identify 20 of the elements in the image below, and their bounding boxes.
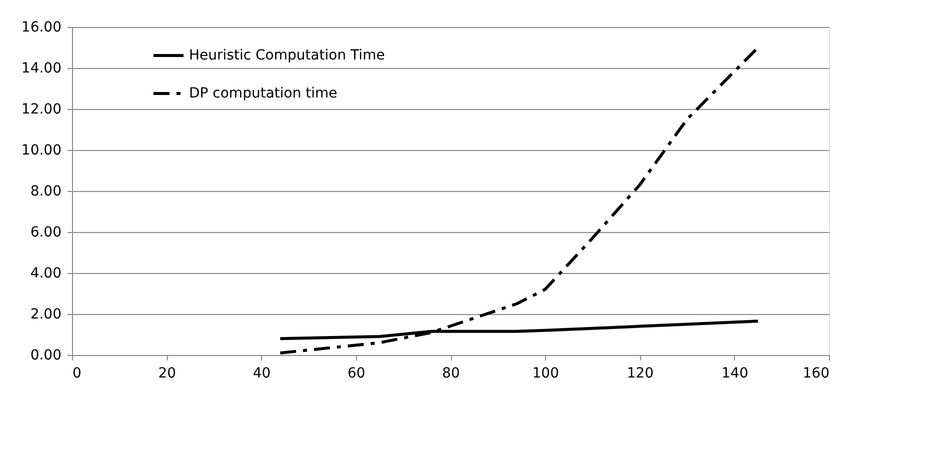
legend-label: DP computation time: [189, 86, 338, 102]
x-tick-label: 80: [442, 366, 460, 382]
x-tick-label: 160: [802, 366, 830, 382]
y-tick-label: 2.00: [30, 306, 62, 322]
x-tick-label: 120: [626, 366, 654, 382]
legend-label: Heuristic Computation Time: [189, 48, 385, 64]
x-tick-label: 100: [532, 366, 559, 382]
x-tick-label: 20: [158, 366, 176, 382]
y-tick-label: 6.00: [30, 224, 62, 240]
x-tick-label: 40: [252, 366, 271, 382]
x-tick-label: 140: [722, 366, 748, 382]
y-tick-label: 0.00: [30, 348, 62, 364]
x-tick-label: 0: [72, 366, 82, 382]
y-tick-label: 8.00: [30, 184, 62, 200]
y-tick-label: 12.00: [21, 102, 62, 118]
x-tick-label: 60: [347, 366, 366, 382]
y-tick-label: 16.00: [21, 20, 62, 36]
y-tick-label: 4.00: [30, 266, 62, 282]
y-tick-label: 14.00: [21, 60, 62, 76]
y-tick-label: 10.00: [21, 142, 62, 158]
